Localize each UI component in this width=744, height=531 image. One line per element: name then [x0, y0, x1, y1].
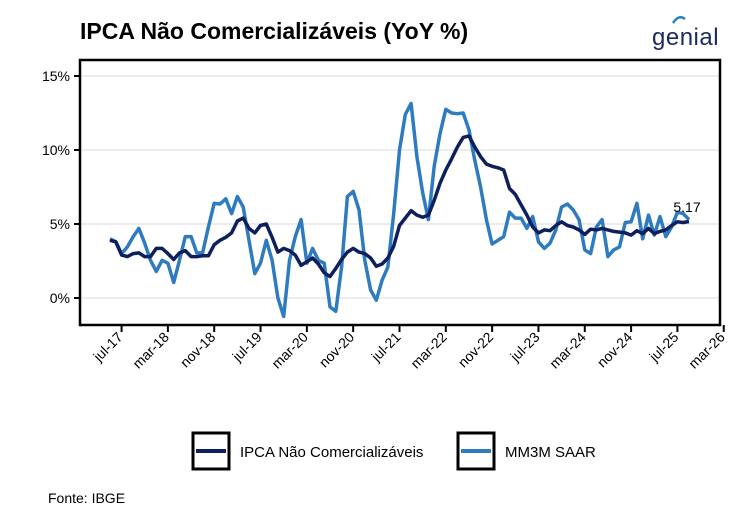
- x-tick-label: jul-23: [506, 329, 542, 365]
- x-tick-label: jul-21: [367, 329, 403, 365]
- source-note: Fonte: IBGE: [48, 490, 126, 506]
- plot-frame: [78, 58, 722, 327]
- x-tick-label: jul-17: [89, 329, 125, 365]
- x-tick-label: mar-22: [407, 329, 450, 372]
- y-axis: 0% 5% 10% 15%: [42, 68, 80, 306]
- series-lines: [109, 101, 691, 319]
- logo-mark-icon: [672, 16, 686, 24]
- y-tick-label: 15%: [42, 68, 70, 84]
- legend-label-mm3m: MM3M SAAR: [505, 444, 596, 461]
- x-tick-label: nov-22: [455, 329, 497, 371]
- series-line-ipca: [109, 134, 690, 279]
- x-tick-label: nov-20: [316, 329, 358, 371]
- x-axis: jul-17 mar-18 nov-18 jul-19 mar-20 nov-20 jul-…: [89, 325, 728, 371]
- genial-logo: genial: [652, 24, 720, 51]
- y-tick-label: 0%: [50, 290, 70, 306]
- x-tick-label: mar-20: [268, 329, 311, 372]
- y-tick-label: 10%: [42, 142, 70, 158]
- legend-swatch-ipca: [191, 431, 231, 471]
- x-tick-label: mar-18: [129, 329, 172, 372]
- series-line-mm3m: [109, 101, 691, 319]
- y-tick-label: 5%: [50, 216, 70, 232]
- x-tick-label: mar-26: [685, 329, 728, 372]
- last-value-label: 5.17: [673, 199, 700, 215]
- legend: IPCA Não Comercializáveis MM3M SAAR: [191, 431, 596, 471]
- x-tick-label: nov-18: [177, 329, 219, 371]
- legend-swatch-mm3m: [456, 431, 496, 471]
- x-tick-label: mar-24: [546, 329, 589, 372]
- x-tick-label: jul-19: [228, 329, 264, 365]
- chart-title: IPCA Não Comercializáveis (YoY %): [80, 18, 469, 44]
- gridlines: [80, 75, 720, 299]
- x-tick-label: jul-25: [645, 329, 681, 365]
- legend-label-ipca: IPCA Não Comercializáveis: [240, 444, 423, 461]
- x-tick-label: nov-24: [594, 329, 636, 371]
